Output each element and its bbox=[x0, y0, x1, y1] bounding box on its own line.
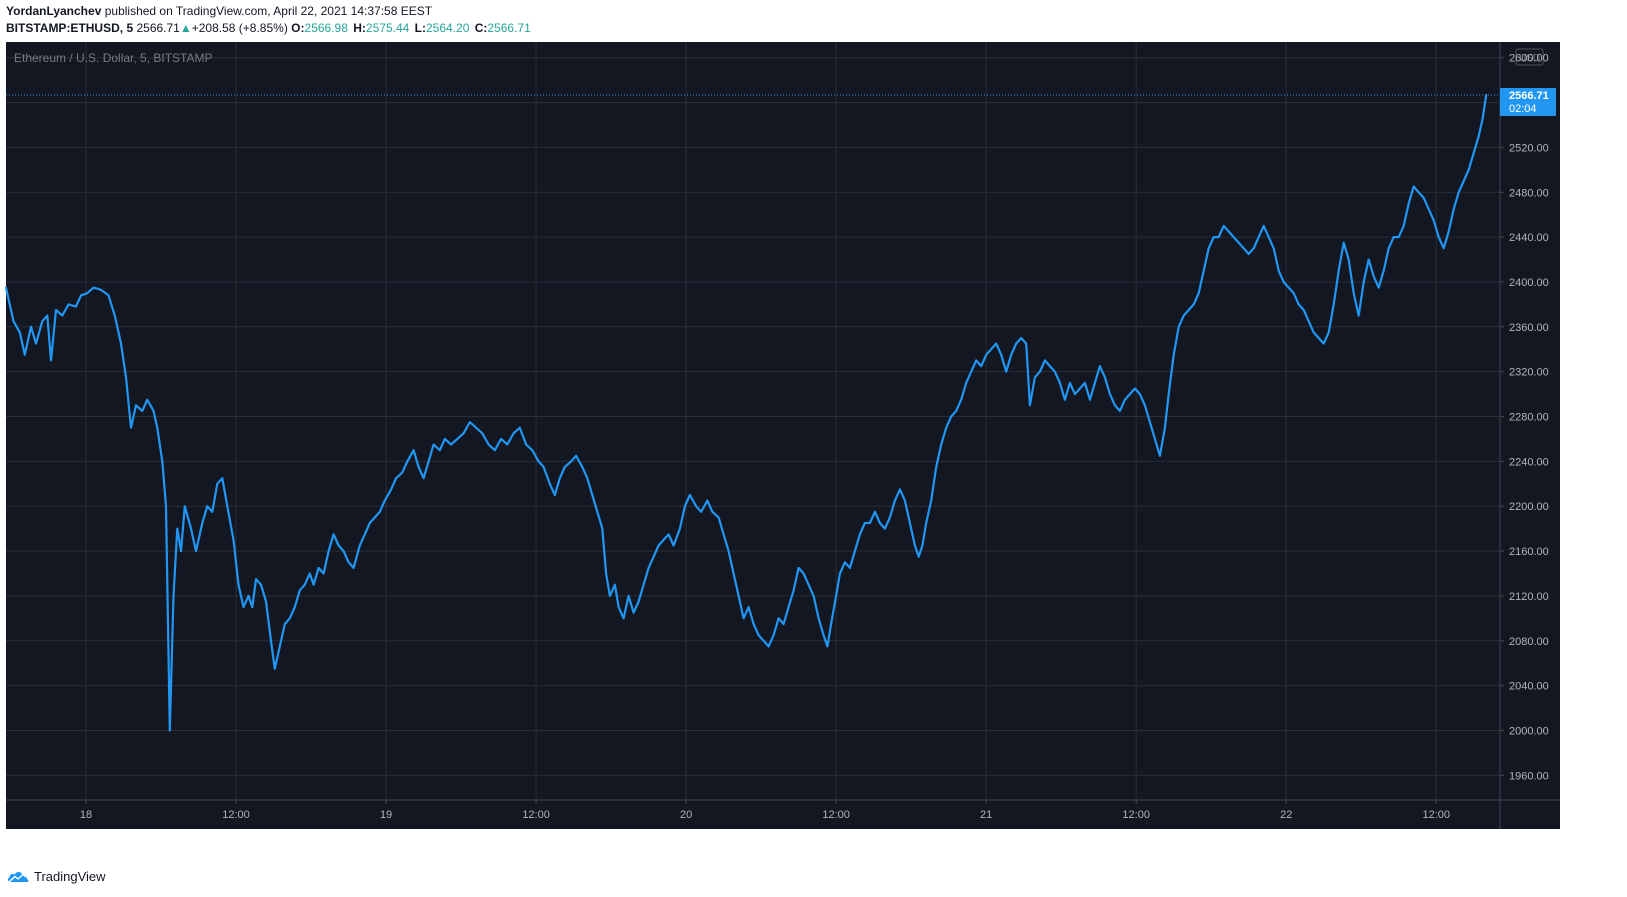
ohlc-legend: BITSTAMP:ETHUSD, 5 2566.71▲+208.58 (+8.8… bbox=[6, 21, 533, 35]
open-label: O: bbox=[291, 21, 305, 35]
y-tick-label: 2600.00 bbox=[1509, 53, 1549, 65]
x-tick-label: 12:00 bbox=[822, 809, 850, 821]
chart-background bbox=[6, 42, 1560, 829]
close-value: 2566.71 bbox=[487, 21, 531, 35]
high-label: H: bbox=[353, 21, 366, 35]
y-tick-label: 2040.00 bbox=[1509, 681, 1549, 693]
low-value: 2564.20 bbox=[425, 21, 470, 35]
low-label: L: bbox=[414, 21, 426, 35]
x-tick-label: 21 bbox=[980, 809, 992, 821]
publish-info: YordanLyanchev published on TradingView.… bbox=[6, 4, 432, 18]
y-tick-label: 2320.00 bbox=[1509, 367, 1549, 379]
published-text: published on TradingView.com, April 22, … bbox=[104, 4, 433, 18]
last-price: 2566.71 bbox=[136, 21, 180, 35]
brand-name: TradingView bbox=[34, 868, 106, 884]
y-tick-label: 2200.00 bbox=[1509, 501, 1549, 513]
y-tick-label: 2400.00 bbox=[1509, 277, 1549, 289]
x-tick-label: 12:00 bbox=[1122, 809, 1150, 821]
tradingview-footer[interactable]: TradingView bbox=[6, 868, 106, 884]
high-value: 2575.44 bbox=[365, 21, 410, 35]
close-label: C: bbox=[474, 21, 488, 35]
y-tick-label: 2160.00 bbox=[1509, 546, 1549, 558]
price-change: +208.58 (+8.85%) bbox=[191, 21, 288, 35]
y-tick-label: 2000.00 bbox=[1509, 725, 1549, 737]
x-tick-label: 19 bbox=[380, 809, 392, 821]
up-arrow-icon: ▲ bbox=[179, 21, 192, 35]
last-price-label: 2566.71 bbox=[1509, 90, 1549, 102]
price-series-line bbox=[4, 93, 1488, 732]
tradingview-cloud-icon bbox=[7, 872, 29, 882]
y-tick-label: 1960.00 bbox=[1509, 770, 1549, 782]
y-tick-label: 2280.00 bbox=[1509, 412, 1549, 424]
y-tick-label: 2440.00 bbox=[1509, 232, 1549, 244]
open-value: 2566.98 bbox=[304, 21, 348, 35]
y-tick-label: 2240.00 bbox=[1509, 456, 1549, 468]
y-tick-label: 2520.00 bbox=[1509, 142, 1549, 154]
x-tick-label: 18 bbox=[80, 809, 92, 821]
x-tick-label: 20 bbox=[680, 809, 692, 821]
y-tick-label: 2480.00 bbox=[1509, 187, 1549, 199]
currency-box[interactable] bbox=[1515, 48, 1544, 66]
chart-title: Ethereum / U.S. Dollar, 5, BITSTAMP bbox=[14, 51, 213, 65]
x-tick-label: 12:00 bbox=[1422, 809, 1450, 821]
y-tick-label: 2080.00 bbox=[1509, 636, 1549, 648]
y-tick-label: 2120.00 bbox=[1509, 591, 1549, 603]
x-tick-label: 12:00 bbox=[522, 809, 550, 821]
last-price-tag bbox=[1500, 88, 1556, 117]
x-tick-label: 12:00 bbox=[222, 809, 250, 821]
symbol-label: BITSTAMP:ETHUSD, 5 bbox=[6, 21, 134, 35]
author-name[interactable]: YordanLyanchev bbox=[6, 4, 102, 18]
x-tick-label: 22 bbox=[1280, 809, 1292, 821]
countdown-label: 02:04 bbox=[1509, 103, 1537, 115]
y-tick-label: 2360.00 bbox=[1509, 322, 1549, 334]
currency-label: USD bbox=[1519, 53, 1540, 64]
